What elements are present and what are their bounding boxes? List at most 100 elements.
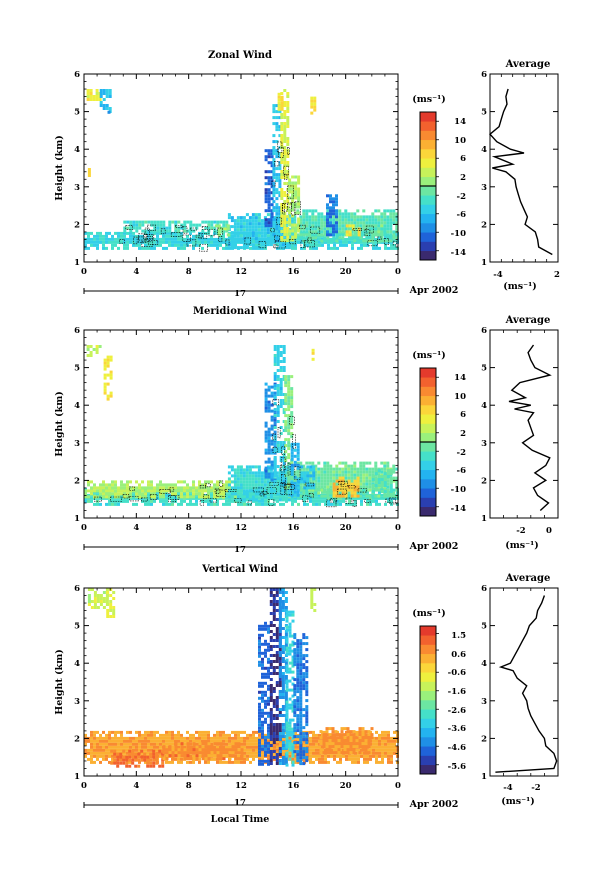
heatmap-cell [107, 110, 111, 114]
heatmap-cell [333, 246, 336, 250]
heatmap-cell [239, 468, 243, 472]
heatmap-cell [390, 739, 393, 743]
heatmap-cell [267, 457, 271, 461]
heatmap-cell [272, 191, 276, 195]
heatmap-cell [273, 471, 277, 474]
heatmap-cell [84, 231, 87, 235]
heatmap-cell [102, 492, 105, 496]
heatmap-cell [366, 754, 369, 758]
heatmap-cell [156, 730, 159, 734]
heatmap-cell [353, 461, 357, 465]
heatmap-cell [293, 454, 297, 458]
heatmap-cell [135, 234, 138, 238]
heatmap-cell [380, 224, 384, 228]
heatmap-cell [267, 385, 271, 389]
heatmap-cell [362, 218, 366, 222]
heatmap-cell [333, 243, 336, 247]
heatmap-cell [153, 229, 157, 233]
heatmap-cell [111, 243, 114, 247]
heatmap-cell [125, 755, 129, 759]
heatmap-cell [248, 477, 252, 481]
heatmap-cell [180, 243, 183, 247]
heatmap-cell [276, 742, 279, 746]
heatmap-cell [291, 502, 294, 506]
heatmap-cell [375, 739, 378, 743]
heatmap-cell [261, 502, 264, 506]
heatmap-cell [342, 243, 345, 247]
heatmap-cell [93, 745, 96, 749]
heatmap-cell [285, 748, 288, 752]
heatmap-cell [120, 748, 123, 752]
heatmap-cell [351, 757, 354, 761]
heatmap-cell [329, 476, 333, 480]
heatmap-cell [381, 760, 384, 764]
heatmap-cell [264, 733, 267, 737]
heatmap-cell [386, 221, 390, 225]
heatmap-cell [286, 170, 290, 173]
heatmap-cell [228, 240, 231, 244]
heatmap-cell [272, 498, 276, 502]
heatmap-cell [168, 231, 171, 235]
heatmap-cell [213, 486, 216, 490]
heatmap-region [264, 149, 274, 228]
heatmap-cell [248, 498, 252, 502]
heatmap-cell [344, 476, 348, 480]
heatmap-cell [365, 467, 369, 471]
avg-y-tick-label: 1 [481, 514, 487, 524]
heatmap-cell [126, 480, 129, 484]
heatmap-cell [192, 492, 195, 496]
heatmap-cell [312, 730, 315, 734]
heatmap-cell [357, 227, 361, 231]
heatmap-cell [150, 237, 153, 241]
y-tick-label: 3 [74, 183, 80, 193]
heatmap-cell [245, 483, 249, 487]
heatmap-cell [89, 95, 93, 98]
heatmap-cell [357, 233, 361, 237]
heatmap-cell [90, 492, 93, 496]
heatmap-cell [239, 234, 243, 238]
heatmap-cell [105, 486, 108, 490]
heatmap-cell [347, 473, 351, 477]
heatmap-cell [341, 224, 345, 228]
heatmap-cell [138, 243, 141, 247]
heatmap-cell [281, 237, 285, 241]
heatmap-cell [290, 393, 294, 397]
heatmap-cell [267, 427, 271, 431]
heatmap-cell [287, 402, 291, 406]
heatmap-cell [248, 240, 252, 244]
heatmap-cell [257, 228, 261, 232]
heatmap-cell [162, 502, 165, 506]
colorbar-tick-label: -1.6 [448, 687, 466, 697]
heatmap-cell [114, 739, 117, 743]
heatmap-cell [84, 240, 87, 244]
heatmap-cell [283, 191, 287, 194]
heatmap-cell [297, 240, 300, 244]
heatmap-cell [233, 474, 237, 478]
colorbar-swatch [420, 167, 436, 178]
heatmap-cell [294, 232, 298, 236]
heatmap-cell [389, 484, 393, 488]
heatmap-cell [371, 478, 375, 482]
heatmap-cell [283, 131, 287, 134]
heatmap-cell [312, 471, 316, 475]
heatmap-cell [344, 464, 348, 468]
heatmap-cell [286, 182, 290, 185]
heatmap-cell [195, 739, 198, 743]
contour-line [310, 226, 321, 234]
heatmap-cell [225, 739, 228, 743]
heatmap-cell [279, 489, 283, 492]
heatmap-cell [282, 471, 286, 474]
heatmap-cell [106, 373, 110, 377]
heatmap-cell [324, 490, 327, 494]
heatmap-cell [267, 460, 271, 464]
heatmap-cell [312, 465, 316, 469]
colorbar-tick-label: 6 [460, 410, 466, 420]
heatmap-cell [132, 493, 135, 497]
heatmap-cell [282, 351, 286, 354]
heatmap-cell [283, 221, 287, 224]
contour-line [302, 495, 309, 502]
heatmap-cell [111, 754, 114, 758]
heatmap-cell [231, 730, 234, 734]
heatmap-cell [371, 484, 375, 488]
contour-line [292, 434, 296, 449]
